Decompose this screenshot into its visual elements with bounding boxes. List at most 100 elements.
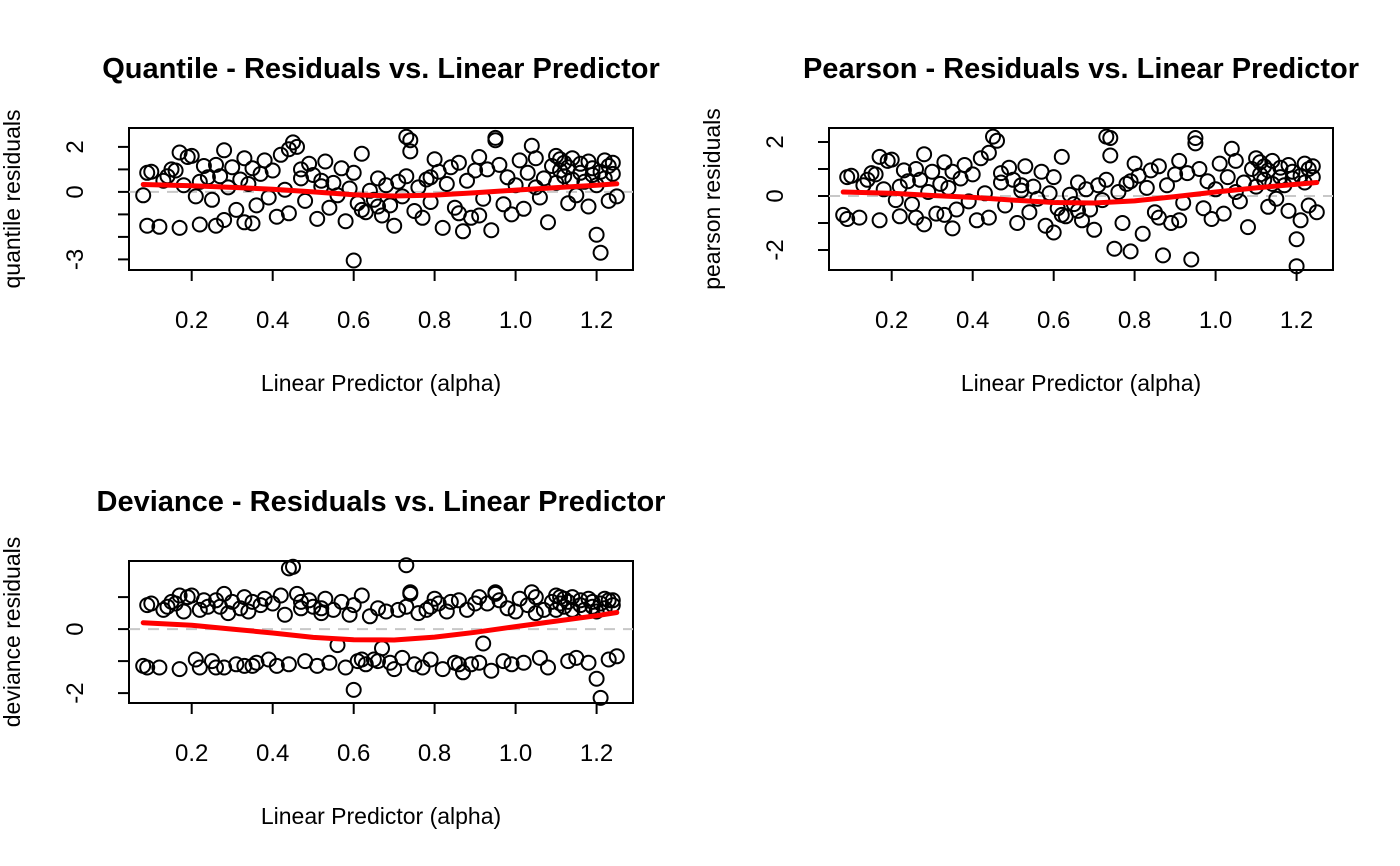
data-point <box>450 205 467 222</box>
data-point <box>588 603 605 620</box>
data-point <box>309 210 326 227</box>
data-point <box>600 592 617 609</box>
data-point <box>964 166 981 183</box>
data-point <box>851 209 868 226</box>
data-point <box>1053 206 1070 223</box>
data-point <box>1098 171 1115 188</box>
x-tick-label: 1.2 <box>580 307 613 334</box>
data-point <box>1106 240 1123 257</box>
data-point <box>337 659 354 676</box>
data-point <box>980 209 997 226</box>
data-point <box>155 601 172 618</box>
data-point <box>450 656 467 673</box>
data-point <box>353 201 370 218</box>
data-point <box>212 168 229 185</box>
data-point <box>535 601 552 618</box>
data-point <box>167 595 184 612</box>
y-tick-label: 0 <box>762 189 789 202</box>
data-point <box>985 128 1001 145</box>
data-point <box>1150 209 1167 226</box>
data-point <box>519 164 536 181</box>
data-point <box>491 592 508 609</box>
data-point <box>442 159 459 176</box>
data-point <box>438 176 455 192</box>
data-point <box>948 201 965 218</box>
data-point <box>1017 158 1034 175</box>
x-tick-label: 0.2 <box>175 307 208 334</box>
data-point <box>337 213 354 230</box>
data-point <box>370 653 386 670</box>
data-point <box>499 600 516 617</box>
data-point <box>191 659 208 676</box>
data-point <box>1122 173 1139 190</box>
data-point <box>608 648 625 665</box>
data-point <box>191 216 208 233</box>
data-point <box>1187 130 1204 146</box>
data-point <box>928 205 945 222</box>
data-point <box>1308 204 1325 221</box>
data-point <box>353 587 370 604</box>
data-point <box>471 149 488 165</box>
data-point <box>422 169 439 186</box>
data-point <box>1171 152 1188 169</box>
y-tick-label: -3 <box>62 249 89 270</box>
data-point <box>135 187 152 204</box>
data-point <box>572 592 589 609</box>
data-point <box>1252 154 1269 171</box>
data-point <box>1284 163 1301 180</box>
data-point <box>916 146 933 163</box>
x-tick-label: 1.0 <box>499 740 532 767</box>
data-point <box>1171 212 1188 229</box>
data-point <box>191 601 208 618</box>
data-point <box>471 654 488 671</box>
data-point <box>1183 251 1200 268</box>
data-point <box>867 166 884 183</box>
data-point <box>459 172 475 189</box>
x-tick-label: 0.6 <box>1037 307 1070 334</box>
data-point <box>285 558 301 575</box>
data-point <box>1219 169 1236 186</box>
data-point <box>1134 225 1151 242</box>
data-point <box>139 659 156 676</box>
data-point <box>940 179 957 196</box>
data-point <box>361 182 378 199</box>
data-point <box>540 214 556 231</box>
data-point <box>1102 130 1119 146</box>
x-tick-label: 0.8 <box>418 307 451 334</box>
data-point <box>1114 215 1131 231</box>
data-point <box>1240 219 1256 236</box>
plot-box <box>128 127 634 271</box>
data-point <box>980 144 997 161</box>
data-point <box>1304 158 1321 175</box>
data-point <box>895 162 912 179</box>
plot-box <box>828 127 1334 271</box>
data-point <box>592 689 609 706</box>
data-point <box>1211 155 1228 172</box>
data-point <box>224 159 241 176</box>
data-point <box>208 659 224 676</box>
data-point <box>236 150 253 167</box>
data-point <box>187 188 204 205</box>
panel-pearson-residuals: 0.2 0.4 0.6 0.8 1.0 1.2 2 0 -2 Pearson - Residual… <box>700 0 1400 433</box>
data-point <box>183 147 200 164</box>
data-point <box>434 661 451 678</box>
data-point <box>280 205 297 222</box>
data-point <box>256 152 273 169</box>
x-tick-label: 0.2 <box>175 740 208 767</box>
data-point <box>592 244 609 261</box>
data-point <box>956 157 973 173</box>
data-point <box>471 207 488 224</box>
data-point <box>1122 243 1139 260</box>
data-point <box>434 219 451 236</box>
data-point <box>904 196 920 213</box>
x-tick-label: 0.2 <box>875 307 908 334</box>
data-point <box>843 167 860 184</box>
data-point <box>527 605 544 622</box>
data-point <box>289 585 305 602</box>
data-point <box>370 198 386 215</box>
data-point <box>406 656 423 673</box>
data-point <box>556 154 573 171</box>
y-axis-label: deviance residuals <box>0 537 25 728</box>
data-point <box>1288 231 1305 248</box>
data-point <box>1086 221 1103 238</box>
